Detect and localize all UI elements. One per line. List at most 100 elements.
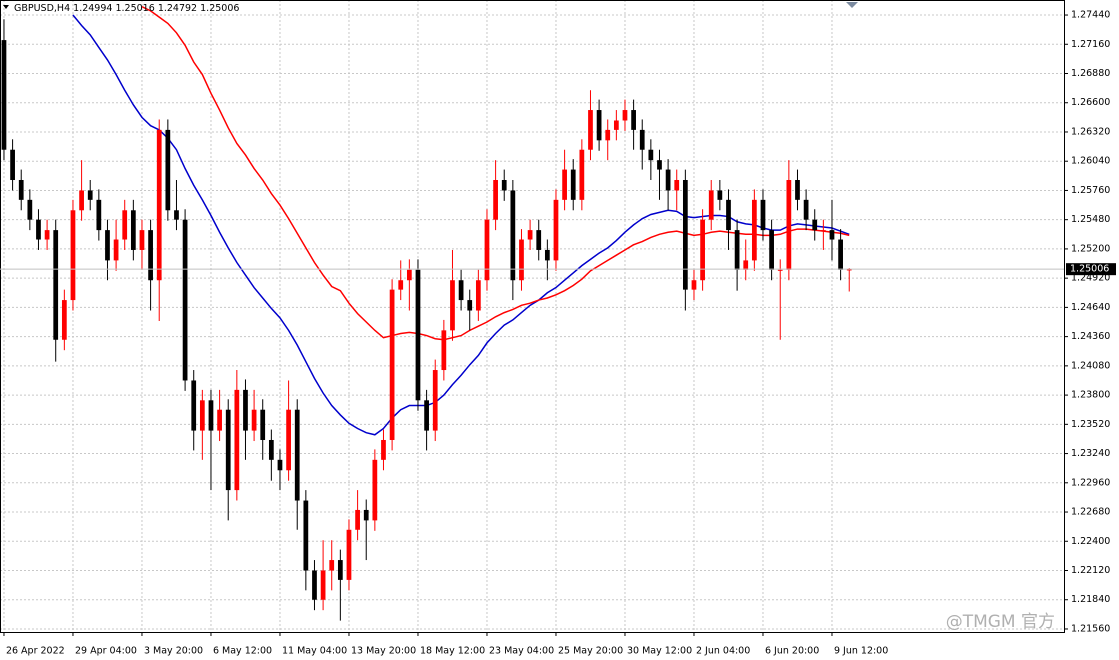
candle-body xyxy=(260,409,266,440)
candle-body xyxy=(105,230,110,261)
candle-body xyxy=(10,149,15,181)
y-tick-label: 1.25760 xyxy=(1071,185,1110,196)
x-tick-label: 18 May 12:00 xyxy=(420,646,485,657)
y-tick-label: 1.21560 xyxy=(1071,623,1110,634)
low-value: 1.24792 xyxy=(158,3,197,14)
candle-body xyxy=(657,160,662,170)
candle-body xyxy=(277,459,283,471)
candle-body xyxy=(622,110,628,121)
y-tick-label: 1.26040 xyxy=(1071,156,1110,167)
symbol-menu-icon[interactable] xyxy=(3,5,9,9)
x-tick-label: 13 May 20:00 xyxy=(351,646,416,657)
candle-body xyxy=(613,120,619,130)
candle-body xyxy=(87,190,93,200)
candle-body xyxy=(432,370,438,431)
y-tick-label: 1.23240 xyxy=(1071,448,1110,459)
candle-body xyxy=(734,230,740,270)
moving-averages xyxy=(72,6,850,436)
candle-body xyxy=(208,400,214,431)
candle-body xyxy=(743,260,749,270)
candle-body xyxy=(337,560,343,580)
plot-frame xyxy=(0,0,1065,633)
x-tick-label: 6 Jun 20:00 xyxy=(765,646,819,657)
x-tick-label: 25 May 20:00 xyxy=(558,646,623,657)
candle-body xyxy=(846,269,852,271)
y-tick-label: 1.27160 xyxy=(1071,39,1110,50)
y-tick-label: 1.23520 xyxy=(1071,419,1110,430)
current-price-box xyxy=(1066,263,1116,276)
y-tick-label: 1.25480 xyxy=(1071,214,1110,225)
candle-body xyxy=(363,509,369,521)
candle-body xyxy=(467,300,473,311)
axes: 1.27440 1.27160 1.26880 1.26600 1.26320 1.260… xyxy=(0,10,1116,657)
candle-body xyxy=(294,409,300,501)
candle-body xyxy=(234,389,240,491)
candle-body xyxy=(191,380,197,431)
y-tick-label: 1.26600 xyxy=(1071,97,1110,108)
symbol: GBPUSD,H4 xyxy=(14,3,70,14)
candle-body xyxy=(829,230,835,240)
candle-body xyxy=(493,180,498,220)
candle-body xyxy=(225,409,231,491)
candle-body xyxy=(355,509,360,530)
x-tick-label: 26 Apr 2022 xyxy=(6,646,65,657)
candle-body xyxy=(579,149,585,200)
candle-body xyxy=(769,230,774,270)
candle-body xyxy=(424,400,429,431)
y-tick-label: 1.21840 xyxy=(1071,594,1110,605)
candle-body xyxy=(372,459,378,521)
candle-body xyxy=(639,129,645,150)
candle-body xyxy=(674,180,680,191)
x-tick-label: 30 May 12:00 xyxy=(627,646,692,657)
candles xyxy=(1,19,852,621)
candle-body xyxy=(682,180,688,290)
header: GBPUSD,H4 1.24994 1.25016 1.24792 1.2500… xyxy=(14,3,239,14)
candle-body xyxy=(70,210,76,301)
candle-body xyxy=(795,180,800,200)
candle-body xyxy=(381,439,386,460)
candle-body xyxy=(544,249,550,261)
candle-body xyxy=(53,230,59,340)
candle-body xyxy=(44,230,50,240)
candle-body xyxy=(96,199,102,231)
candle-body xyxy=(27,199,33,220)
y-tick-label: 1.22680 xyxy=(1071,507,1110,518)
candle-body xyxy=(484,219,490,281)
candle-body xyxy=(174,210,179,220)
current-price-label: 1.25006 xyxy=(1070,264,1109,275)
candle-body xyxy=(527,230,533,240)
y-tick-label: 1.24640 xyxy=(1071,302,1110,313)
high-value: 1.25016 xyxy=(115,3,154,14)
candle-body xyxy=(820,230,826,232)
candle-body xyxy=(18,180,24,200)
candle-body xyxy=(596,110,602,141)
candle-body xyxy=(717,190,723,200)
open-value: 1.24994 xyxy=(73,3,112,14)
candle-body xyxy=(312,570,317,600)
candle-body xyxy=(320,570,326,600)
candle-body xyxy=(1,40,7,150)
y-tick-label: 1.26880 xyxy=(1071,68,1110,79)
shift-marker xyxy=(846,2,858,8)
y-tick-label: 1.25200 xyxy=(1071,243,1110,254)
moving-average-line xyxy=(141,6,850,341)
candle-body xyxy=(812,219,818,231)
y-tick-label: 1.24920 xyxy=(1071,273,1110,284)
candle-body xyxy=(751,199,757,261)
candle-body xyxy=(777,269,783,271)
candle-body xyxy=(61,300,67,340)
candle-body xyxy=(726,199,731,231)
candle-body xyxy=(329,560,335,571)
candle-body xyxy=(708,190,714,220)
x-tick-label: 11 May 04:00 xyxy=(282,646,347,657)
moving-average-line xyxy=(72,14,850,436)
candle-body xyxy=(122,210,128,240)
close-value: 1.25006 xyxy=(200,3,239,14)
candle-body xyxy=(838,239,843,270)
candle-body xyxy=(389,289,395,440)
candle-body xyxy=(588,110,593,150)
x-tick-label: 2 Jun 04:00 xyxy=(696,646,750,657)
